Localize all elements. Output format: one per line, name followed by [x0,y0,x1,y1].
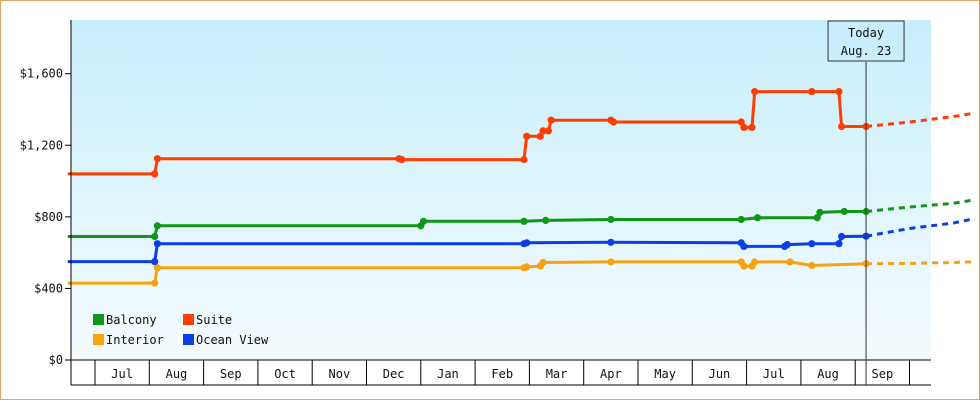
month-label: Jul [763,367,785,381]
month-label: Sep [220,367,242,381]
data-point [542,216,550,224]
data-point [753,214,762,222]
data-point [523,132,531,140]
data-point [737,215,745,224]
month-label: Nov [329,367,351,381]
data-point [151,232,159,241]
data-point [547,116,555,124]
data-point [153,222,161,230]
month-label: May [654,367,676,381]
y-tick-label: $0 [49,353,63,367]
legend-label: Interior [106,333,164,347]
data-point [544,127,553,135]
month-label: Sep [872,367,894,381]
month-label: Feb [491,367,513,381]
data-point [737,118,745,126]
today-date-label: Aug. 23 [841,44,892,58]
month-label: Aug [817,367,839,381]
series-suite [67,88,975,178]
data-point [835,240,843,248]
month-label: Mar [546,367,568,381]
data-point [536,132,544,140]
y-tick-label: $800 [34,210,63,224]
month-label: Aug [166,367,188,381]
legend-swatch [93,314,104,325]
legend-label: Ocean View [196,333,269,347]
data-point [151,279,159,287]
legend-swatch [183,314,194,325]
data-point [520,217,528,225]
data-point [153,240,161,248]
today-label: Today [848,26,884,40]
data-point [835,88,843,96]
month-label: Jul [111,367,133,381]
data-point [523,239,531,247]
data-point [808,261,816,270]
data-point [523,263,531,271]
data-point [151,170,159,178]
data-point [539,258,547,267]
month-label: Jan [437,367,459,381]
series-ocean-view [67,217,976,266]
data-point [840,207,848,216]
y-tick-label: $1,600 [20,67,63,81]
legend-swatch [93,334,104,345]
data-point [808,88,816,96]
data-point [398,156,406,164]
month-label: Oct [274,367,296,381]
data-point [607,238,615,246]
y-tick-label: $1,200 [20,138,63,152]
data-point [813,214,821,222]
data-point [740,242,748,250]
month-label: Apr [600,367,622,381]
data-point [607,258,615,266]
data-point [740,262,748,270]
data-point [153,264,161,272]
data-point [786,258,794,266]
data-point [808,240,816,248]
data-point [751,88,759,96]
legend-label: Balcony [106,313,157,327]
data-point [419,217,428,225]
data-point [520,156,528,164]
data-point [610,118,618,126]
y-tick-label: $400 [34,281,63,295]
data-point [838,122,846,131]
legend-swatch [183,334,194,345]
legend-label: Suite [196,313,232,327]
data-point [751,258,759,266]
data-point [607,215,615,224]
data-point [816,208,824,216]
plot-area [71,20,931,360]
data-point [539,127,547,135]
data-point [153,155,161,163]
series-projection [865,217,976,238]
month-label: Jun [709,367,731,381]
data-point [748,123,756,131]
data-point [838,232,846,241]
data-point [783,241,791,249]
data-point [740,123,748,131]
month-label: Dec [383,367,405,381]
series-balcony [67,198,975,241]
today-box [827,20,905,62]
data-point [151,258,159,266]
